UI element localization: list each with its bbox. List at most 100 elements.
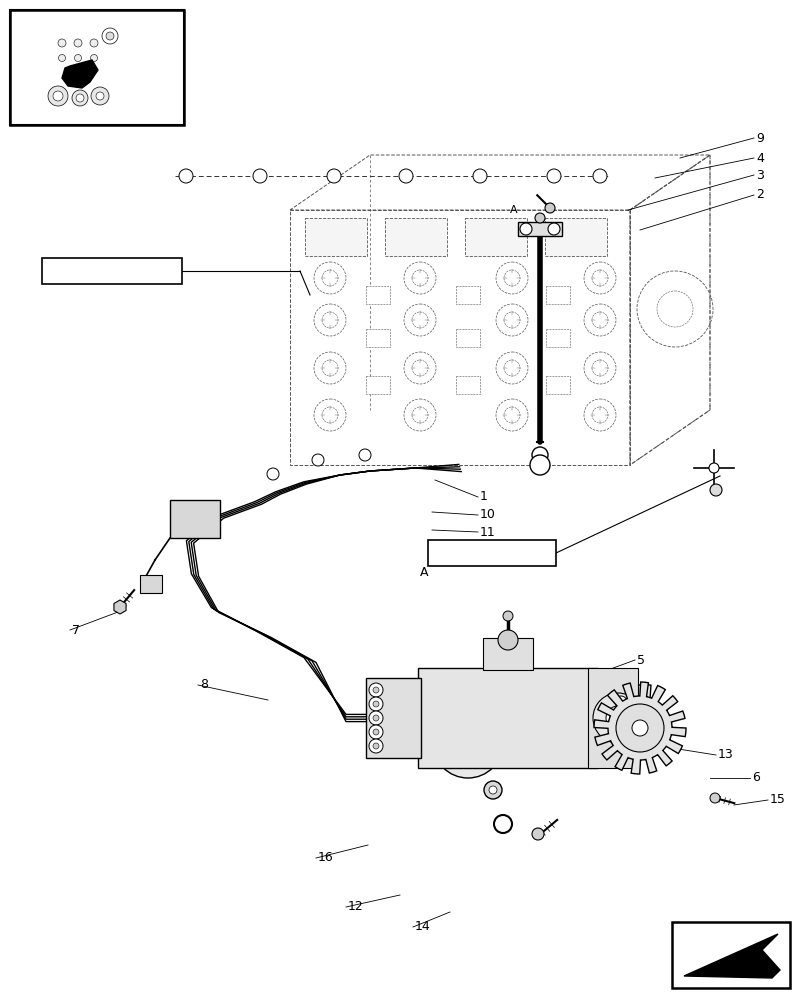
Circle shape — [591, 270, 607, 286]
Circle shape — [432, 708, 502, 778]
Circle shape — [504, 312, 519, 328]
Circle shape — [178, 169, 193, 183]
Circle shape — [322, 270, 337, 286]
Circle shape — [497, 630, 517, 650]
Circle shape — [591, 360, 607, 376]
Circle shape — [53, 91, 63, 101]
Bar — [10, 10, 184, 125]
Circle shape — [709, 793, 719, 803]
Circle shape — [591, 407, 607, 423]
Text: 1: 1 — [479, 490, 487, 504]
Circle shape — [488, 786, 496, 794]
Circle shape — [74, 39, 82, 47]
Circle shape — [90, 55, 97, 62]
Circle shape — [58, 39, 66, 47]
Circle shape — [411, 360, 427, 376]
Polygon shape — [594, 682, 685, 774]
Circle shape — [253, 169, 267, 183]
Text: 11: 11 — [479, 526, 496, 538]
Circle shape — [592, 693, 642, 743]
Circle shape — [267, 468, 279, 480]
Circle shape — [534, 213, 544, 223]
Text: 2: 2 — [755, 188, 763, 202]
Circle shape — [504, 360, 519, 376]
Bar — [305, 218, 367, 256]
Text: 01.05(01.1): 01.05(01.1) — [79, 266, 144, 276]
Bar — [456, 376, 479, 394]
Polygon shape — [62, 60, 98, 88]
Circle shape — [583, 304, 616, 336]
Circle shape — [58, 55, 66, 62]
Bar — [366, 678, 420, 758]
Bar — [366, 286, 389, 304]
Circle shape — [591, 312, 607, 328]
Circle shape — [398, 169, 413, 183]
Circle shape — [411, 407, 427, 423]
Circle shape — [372, 701, 379, 707]
Circle shape — [90, 39, 98, 47]
Bar — [587, 668, 637, 768]
Circle shape — [583, 352, 616, 384]
Circle shape — [614, 734, 626, 746]
Text: 12: 12 — [348, 900, 363, 913]
Circle shape — [631, 720, 647, 736]
Bar — [545, 376, 569, 394]
Circle shape — [102, 28, 118, 44]
Circle shape — [372, 743, 379, 749]
Circle shape — [404, 304, 436, 336]
Circle shape — [368, 725, 383, 739]
Text: 16: 16 — [318, 851, 333, 864]
Circle shape — [504, 407, 519, 423]
Bar — [483, 638, 532, 670]
Bar — [366, 329, 389, 347]
Polygon shape — [590, 685, 650, 755]
Circle shape — [547, 223, 560, 235]
Circle shape — [368, 697, 383, 711]
Circle shape — [616, 704, 663, 752]
Circle shape — [311, 454, 324, 466]
Circle shape — [411, 312, 427, 328]
Circle shape — [504, 270, 519, 286]
Circle shape — [404, 352, 436, 384]
Circle shape — [404, 262, 436, 294]
Circle shape — [496, 262, 527, 294]
Bar — [517, 222, 561, 236]
Circle shape — [48, 86, 68, 106]
Circle shape — [445, 721, 489, 765]
Text: A: A — [509, 205, 517, 215]
Bar — [456, 329, 479, 347]
Circle shape — [404, 399, 436, 431]
Polygon shape — [114, 600, 126, 614]
Bar — [384, 218, 446, 256]
Text: 3: 3 — [755, 169, 763, 182]
Circle shape — [96, 92, 104, 100]
Circle shape — [411, 270, 427, 286]
Circle shape — [314, 352, 345, 384]
Circle shape — [496, 352, 527, 384]
Circle shape — [496, 304, 527, 336]
Text: 15: 15 — [769, 793, 785, 806]
Bar — [465, 218, 526, 256]
Circle shape — [314, 304, 345, 336]
Text: 14: 14 — [414, 920, 430, 933]
Circle shape — [91, 87, 109, 105]
Circle shape — [502, 611, 513, 621]
Circle shape — [531, 828, 543, 840]
Circle shape — [372, 715, 379, 721]
Polygon shape — [683, 934, 779, 978]
Text: A: A — [419, 566, 428, 578]
Circle shape — [530, 455, 549, 475]
Bar — [366, 376, 389, 394]
Circle shape — [322, 360, 337, 376]
Text: 7: 7 — [72, 624, 80, 637]
Circle shape — [496, 399, 527, 431]
Circle shape — [76, 94, 84, 102]
Circle shape — [483, 781, 501, 799]
Bar — [545, 286, 569, 304]
Circle shape — [314, 262, 345, 294]
Circle shape — [372, 687, 379, 693]
Circle shape — [327, 169, 341, 183]
Bar — [42, 258, 182, 284]
Circle shape — [106, 32, 114, 40]
Circle shape — [322, 407, 337, 423]
